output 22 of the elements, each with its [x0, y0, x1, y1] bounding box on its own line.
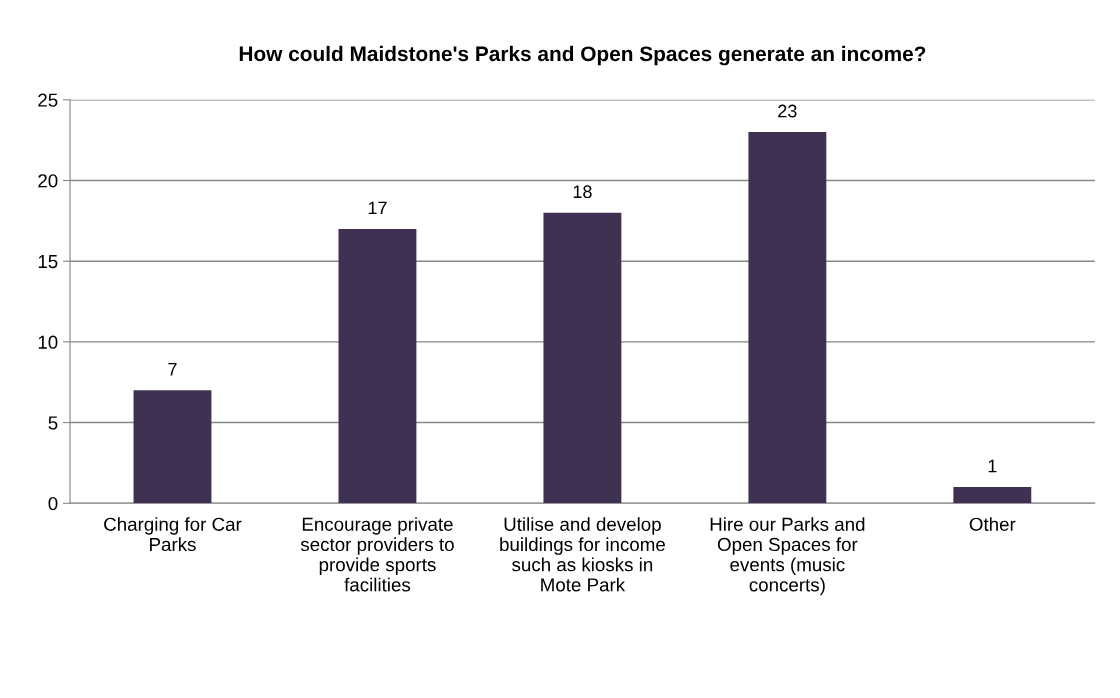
bar	[338, 228, 417, 504]
data-label: 7	[168, 363, 177, 376]
bar	[953, 487, 1032, 504]
chart-title: How could Maidstone's Parks and Open Spaces generate an income?	[239, 45, 926, 66]
bar	[748, 132, 827, 504]
x-tick-label: Other	[969, 517, 1016, 531]
y-tick-label: 15	[38, 255, 58, 269]
y-tick-label: 20	[38, 174, 58, 188]
x-tick-label: Hire our Parks and Open Spaces for events (music concerts)	[710, 517, 865, 596]
y-tick-label: 5	[48, 416, 58, 430]
data-label: 18	[573, 185, 592, 199]
data-label: 23	[778, 104, 797, 118]
bar	[133, 390, 212, 504]
y-tick-label: 10	[38, 335, 58, 349]
data-label: 1	[988, 459, 997, 473]
x-tick-label: Utilise and develop buildings for income such as kiosks in Mote Park	[500, 517, 665, 592]
y-tick-label: 25	[38, 93, 58, 107]
x-tick-label: Encourage private sector providers to provide sports facilities	[300, 517, 454, 592]
data-label: 17	[368, 201, 387, 215]
y-tick-label: 0	[48, 496, 58, 511]
bar	[543, 212, 622, 504]
x-tick-label: Charging for Car Parks	[104, 517, 242, 552]
